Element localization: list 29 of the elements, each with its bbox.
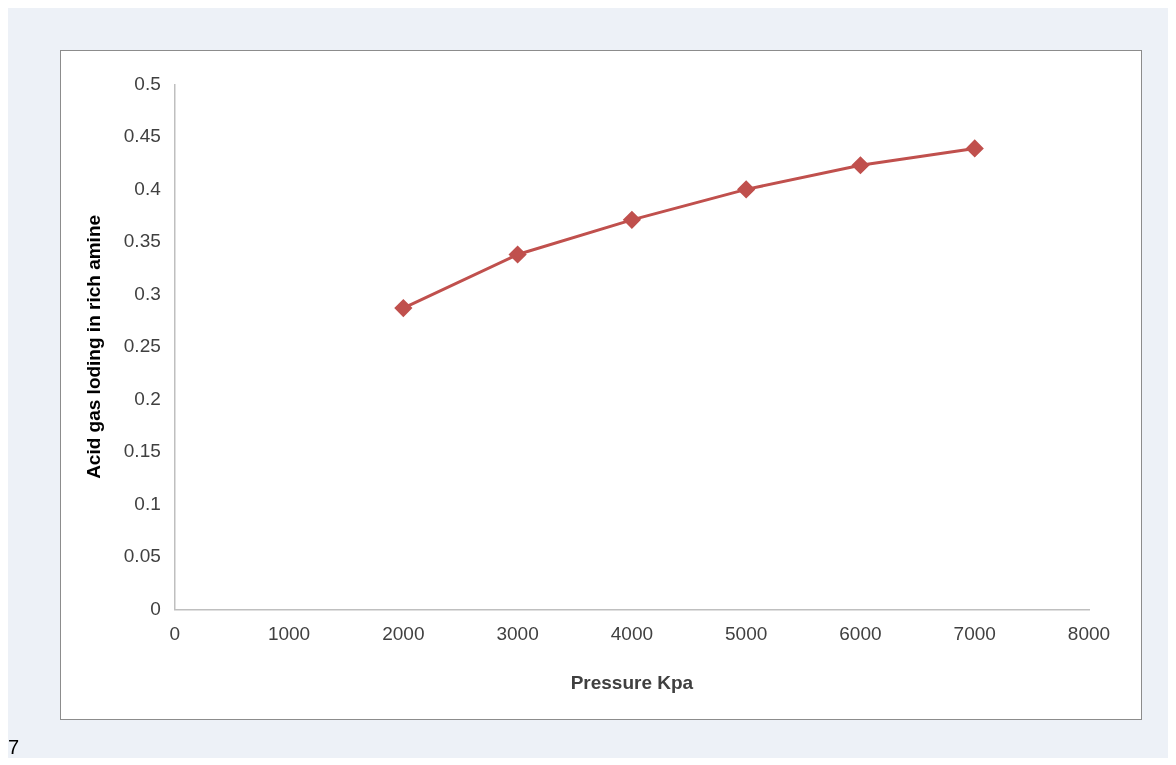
x-tick-label: 7000 [953, 623, 996, 645]
y-tick-label: 0.4 [134, 177, 162, 199]
x-tick-label: 6000 [839, 623, 882, 645]
x-tick-label: 5000 [725, 623, 768, 645]
x-axis-title: Pressure Kpa [570, 671, 694, 693]
y-tick-label: 0.2 [134, 387, 161, 409]
y-tick-label: 0 [150, 597, 161, 619]
y-tick-label: 0.25 [123, 335, 161, 357]
point [394, 299, 412, 317]
text: 7 [8, 736, 20, 758]
x-tick-label: 1000 [267, 623, 311, 645]
x-tick-label: 0 [169, 623, 181, 645]
y-tick-label: 0.15 [123, 440, 161, 462]
y-tick-label: 0.45 [123, 125, 161, 147]
point [737, 180, 755, 198]
y-tick-label: 0.1 [134, 492, 161, 514]
x-tick-label: 3000 [496, 623, 539, 645]
point [851, 156, 869, 174]
y-axis-title: Acid gas loding in rich amine [82, 214, 104, 479]
point [623, 211, 641, 229]
point [509, 246, 527, 263]
y-tick-label: 0.3 [134, 282, 161, 304]
x-tick-label: 2000 [382, 623, 425, 645]
x-tick-label: 8000 [1067, 623, 1111, 645]
y-tick-label: 0.5 [134, 72, 161, 94]
point [966, 139, 984, 157]
y-tick-label: 0.05 [123, 545, 161, 567]
y-tick-label: 0.35 [123, 230, 161, 252]
x-tick-label: 4000 [610, 623, 654, 645]
